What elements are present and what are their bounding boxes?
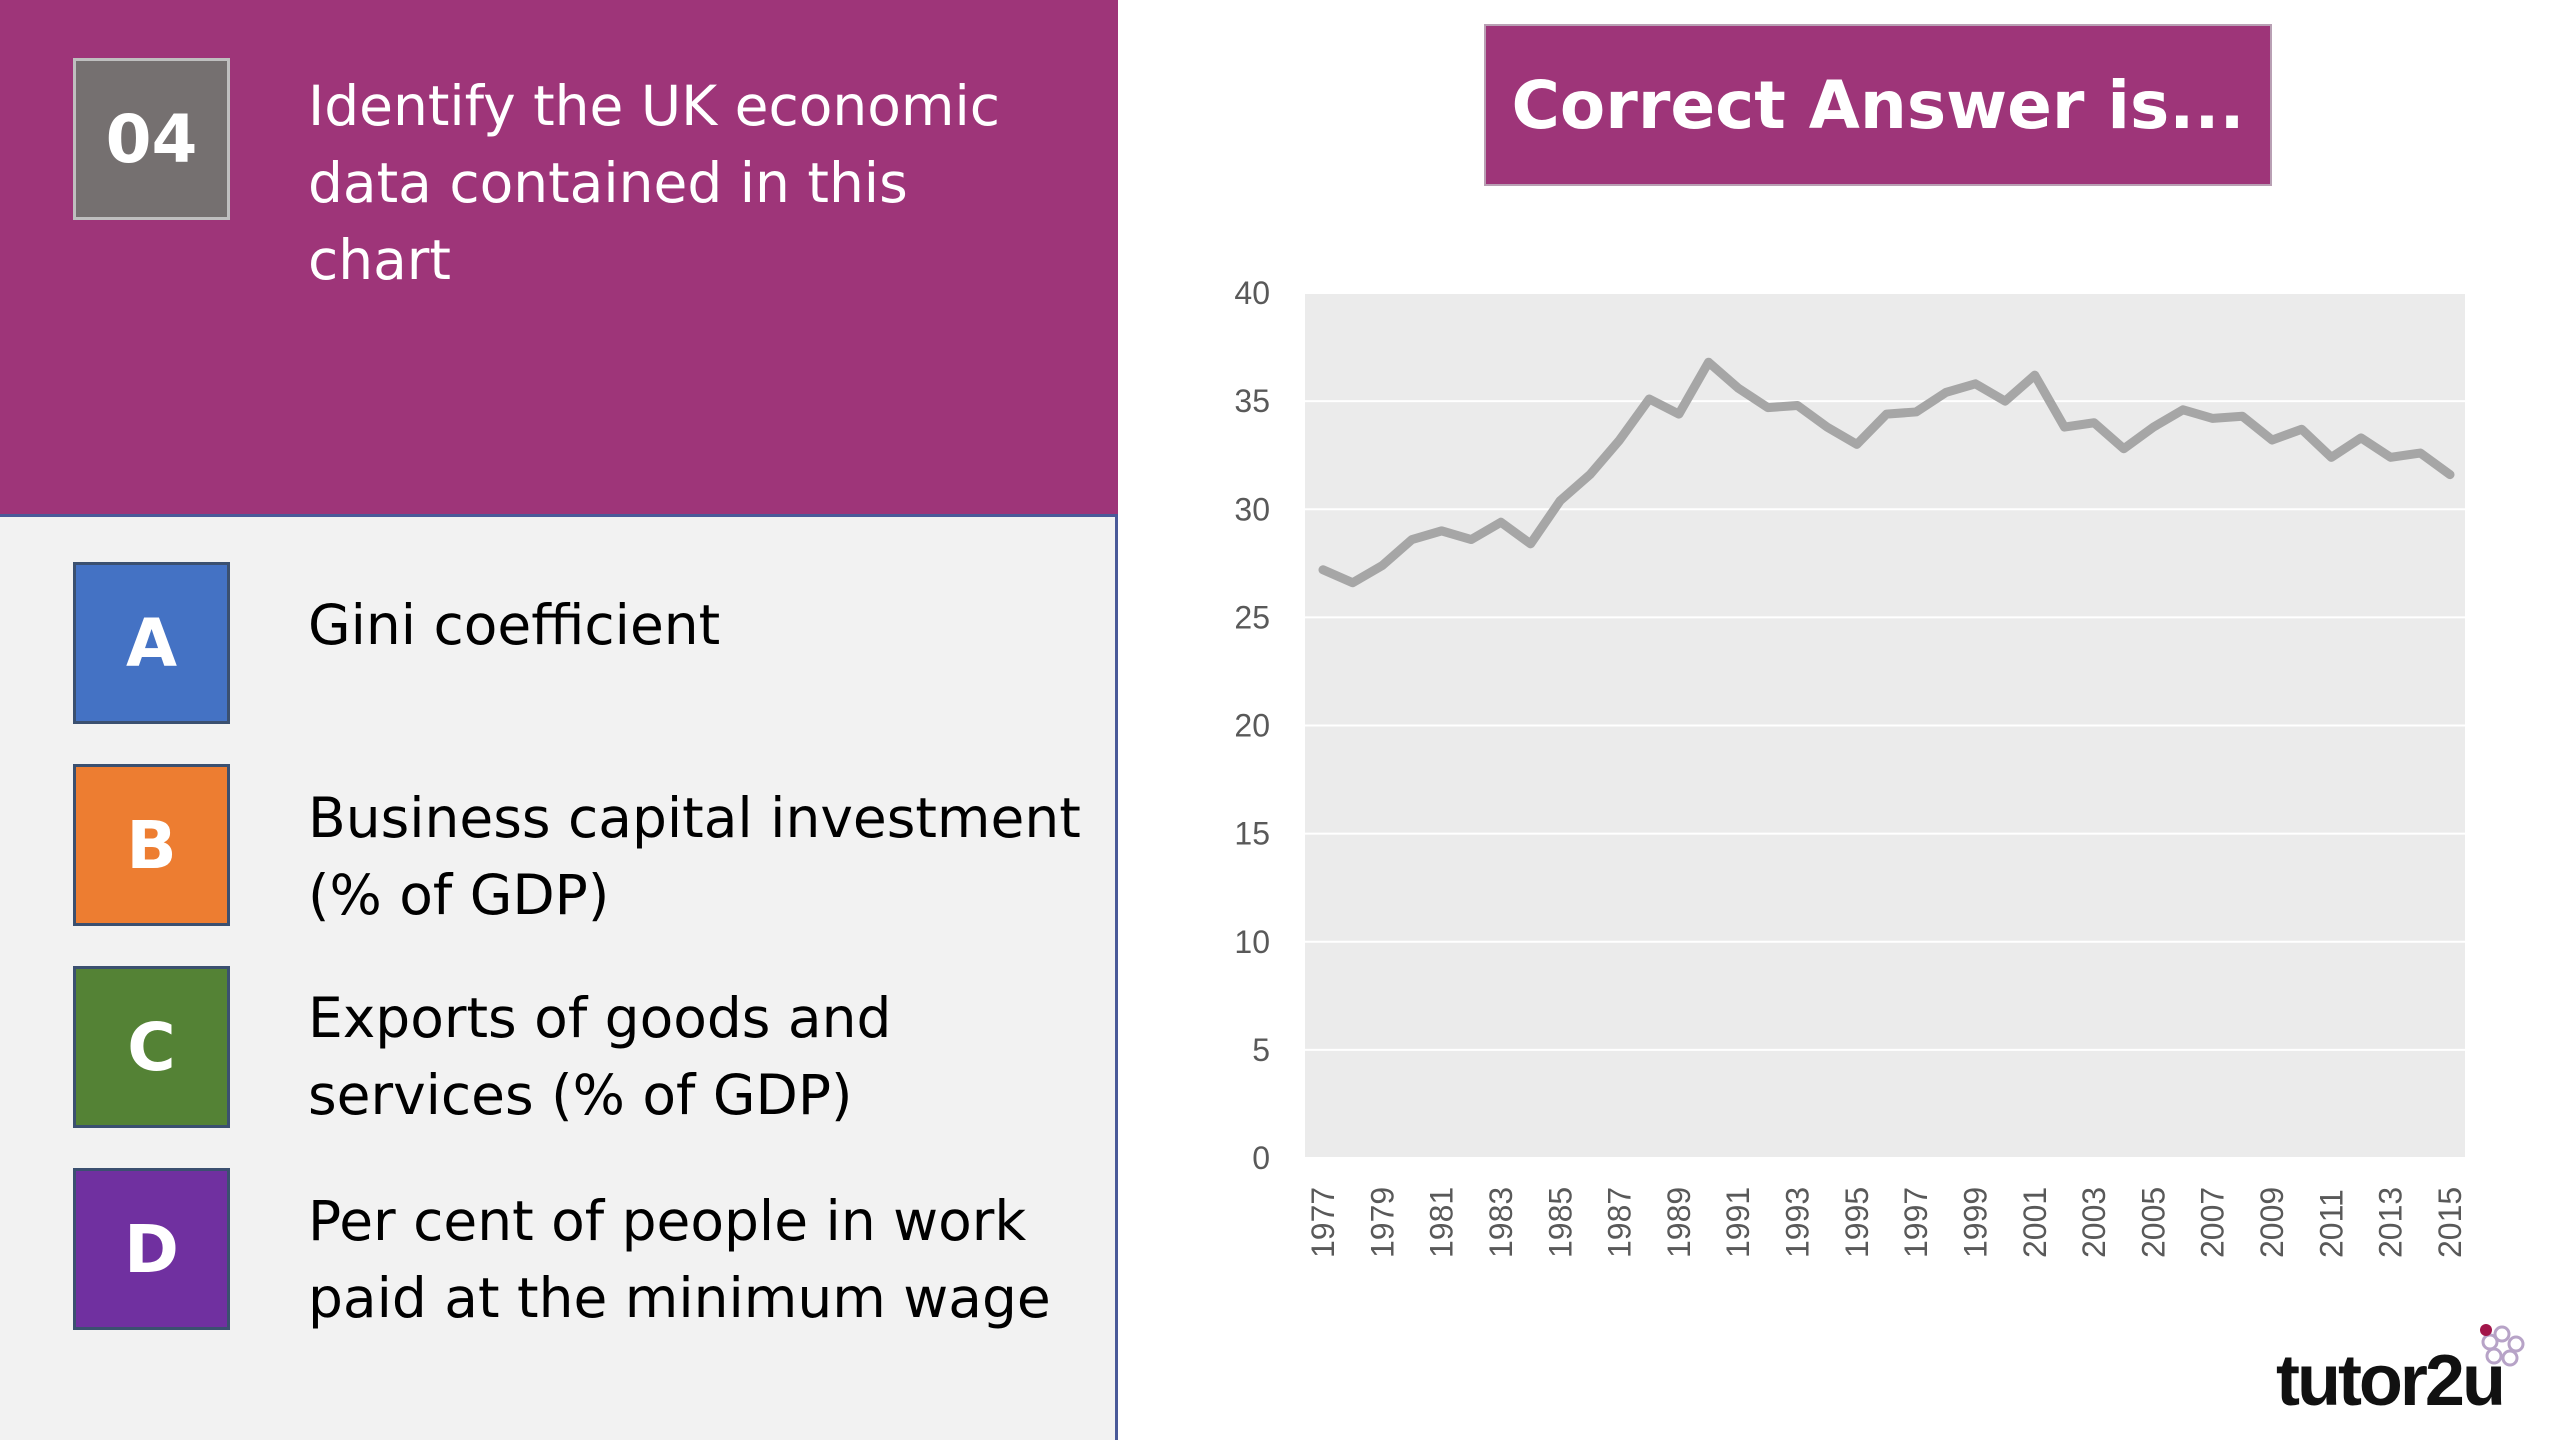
data-point xyxy=(2330,456,2333,459)
x-tick-label: 1977 xyxy=(1305,1187,1341,1258)
option-b-label[interactable]: Business capital investment (% of GDP) xyxy=(308,786,1081,927)
data-point xyxy=(1529,542,1532,545)
data-point xyxy=(2004,400,2007,403)
data-point xyxy=(1351,581,1354,584)
x-tick-label: 1989 xyxy=(1661,1187,1697,1258)
data-point xyxy=(2063,426,2066,429)
data-point xyxy=(2389,456,2392,459)
flower-icon xyxy=(2480,1324,2525,1367)
y-tick-label: 30 xyxy=(1234,491,1270,527)
question-number: 04 xyxy=(73,58,230,220)
data-point xyxy=(2241,415,2244,418)
y-tick-label: 0 xyxy=(1252,1140,1270,1176)
data-point xyxy=(1677,413,1680,416)
y-tick-label: 20 xyxy=(1234,708,1270,744)
data-point xyxy=(1707,361,1710,364)
data-point xyxy=(1648,397,1651,400)
data-point xyxy=(1381,564,1384,567)
correct-answer-banner: Correct Answer is... xyxy=(1484,24,2272,186)
data-point xyxy=(1944,391,1947,394)
x-tick-label: 1981 xyxy=(1424,1187,1460,1258)
option-a-label[interactable]: Gini coefficient xyxy=(308,593,721,657)
y-tick-label: 15 xyxy=(1234,816,1270,852)
data-point xyxy=(1559,499,1562,502)
option-d-badge[interactable]: D xyxy=(73,1168,230,1330)
data-point xyxy=(1796,404,1799,407)
data-point xyxy=(1915,410,1918,413)
question-text: Identify the UK economic data contained … xyxy=(308,74,1000,292)
data-point xyxy=(2300,428,2303,431)
x-tick-label: 2011 xyxy=(2313,1189,2349,1258)
tutor2u-logo: tutor2u xyxy=(2276,1320,2526,1421)
data-point xyxy=(1885,413,1888,416)
data-point xyxy=(2093,421,2096,424)
data-point xyxy=(2449,473,2451,476)
x-tick-label: 1983 xyxy=(1483,1187,1519,1258)
logo-text: tutor2u xyxy=(2276,1341,2506,1421)
y-tick-label: 5 xyxy=(1252,1032,1270,1068)
data-point xyxy=(2033,374,2036,377)
data-point xyxy=(1322,568,1324,571)
option-d-label[interactable]: Per cent of people in work paid at the m… xyxy=(308,1189,1051,1330)
data-point xyxy=(1974,382,1977,385)
option-b-badge[interactable]: B xyxy=(73,764,230,926)
x-tick-label: 1993 xyxy=(1780,1187,1816,1258)
x-tick-label: 2009 xyxy=(2254,1187,2290,1258)
y-tick-label: 25 xyxy=(1234,599,1270,635)
x-tick-label: 2003 xyxy=(2076,1187,2112,1258)
data-point xyxy=(1440,529,1443,532)
x-tick-label: 1995 xyxy=(1839,1187,1875,1258)
y-tick-label: 10 xyxy=(1234,924,1270,960)
x-tick-label: 1979 xyxy=(1364,1187,1400,1258)
data-point xyxy=(1737,387,1740,390)
data-point xyxy=(1766,406,1769,409)
data-point xyxy=(1826,426,1829,429)
data-point xyxy=(2152,426,2155,429)
data-point xyxy=(1618,439,1621,442)
data-point xyxy=(1499,521,1502,524)
x-tick-label: 1997 xyxy=(1898,1187,1934,1258)
x-tick-label: 1987 xyxy=(1602,1187,1638,1258)
left-panel: 04 Identify the UK economic data contain… xyxy=(0,0,1118,1440)
x-tick-label: 1991 xyxy=(1720,1187,1756,1258)
data-point xyxy=(2271,439,2274,442)
x-tick-label: 2015 xyxy=(2432,1187,2468,1258)
data-point xyxy=(2419,452,2422,455)
data-point xyxy=(1410,538,1413,541)
data-point xyxy=(2360,436,2363,439)
x-tick-label: 1999 xyxy=(1957,1187,1993,1258)
data-point xyxy=(2211,417,2214,420)
x-tick-label: 2013 xyxy=(2373,1187,2409,1258)
y-tick-label: 35 xyxy=(1234,383,1270,419)
option-c-badge[interactable]: C xyxy=(73,966,230,1128)
data-point xyxy=(1588,473,1591,476)
x-tick-label: 2001 xyxy=(2017,1187,2053,1258)
data-point xyxy=(2182,408,2185,411)
x-tick-label: 2005 xyxy=(2135,1187,2171,1258)
data-point xyxy=(1470,538,1473,541)
question-header: 04 Identify the UK economic data contain… xyxy=(0,0,1118,517)
option-a-badge[interactable]: A xyxy=(73,562,230,724)
option-c-label[interactable]: Exports of goods and services (% of GDP) xyxy=(308,986,892,1127)
x-tick-label: 1985 xyxy=(1542,1187,1578,1258)
y-tick-label: 40 xyxy=(1234,275,1270,311)
data-point xyxy=(1855,443,1858,446)
data-point xyxy=(2122,447,2125,450)
x-tick-label: 2007 xyxy=(2195,1187,2231,1258)
